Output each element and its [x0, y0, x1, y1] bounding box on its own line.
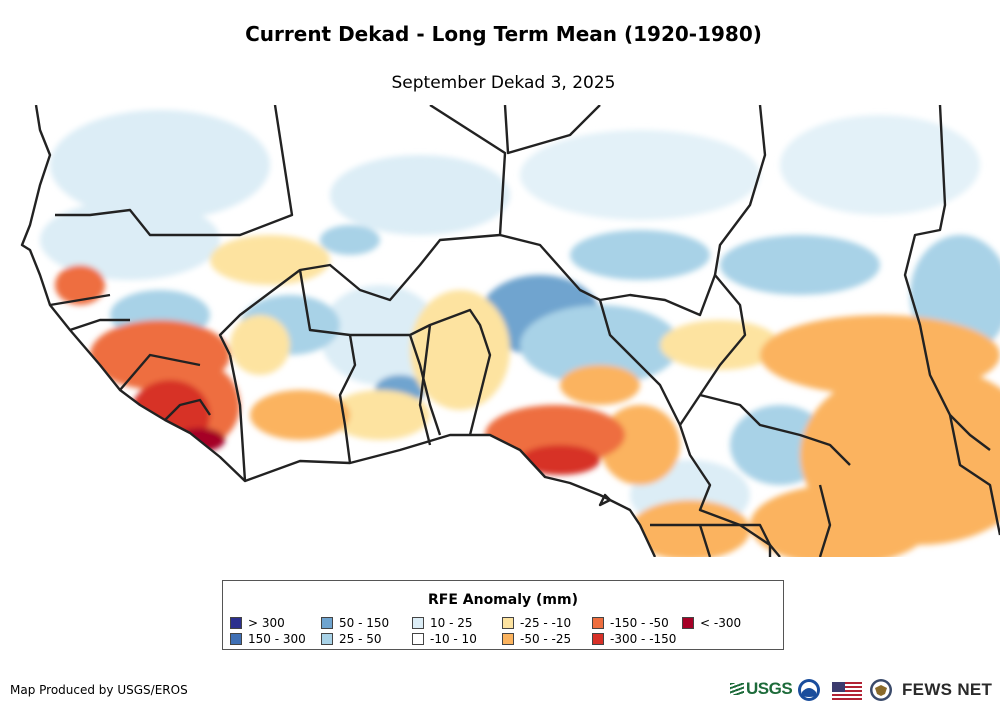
legend-item: -50 - -25 [502, 632, 571, 646]
logo-strip: USGS FEWS NET [728, 675, 1000, 705]
state-department-seal-icon [870, 679, 892, 701]
legend-item: 25 - 50 [321, 632, 382, 646]
legend-swatch [592, 633, 604, 645]
legend-item: -25 - -10 [502, 616, 571, 630]
legend-swatch [412, 633, 424, 645]
legend-swatch [230, 617, 242, 629]
legend-swatch [321, 617, 333, 629]
usgs-logo: USGS [730, 679, 793, 699]
usgs-wave-icon [730, 683, 744, 695]
legend-item: < -300 [682, 616, 741, 630]
legend-swatch [502, 633, 514, 645]
legend-grid: > 300 150 - 300 50 - 150 25 - 50 10 - 25… [230, 616, 780, 648]
legend-swatch [682, 617, 694, 629]
map-title: Current Dekad - Long Term Mean (1920-198… [245, 22, 762, 46]
legend-swatch [321, 633, 333, 645]
legend-item: -150 - -50 [592, 616, 669, 630]
legend-item: 50 - 150 [321, 616, 389, 630]
us-flag-icon [832, 682, 862, 700]
country-borders [20, 105, 1000, 557]
legend-swatch [592, 617, 604, 629]
legend-item: 10 - 25 [412, 616, 473, 630]
rainfall-anomaly-map [0, 105, 1000, 557]
legend-swatch [230, 633, 242, 645]
legend-item: -300 - -150 [592, 632, 676, 646]
anomaly-field [22, 105, 1000, 557]
fews-net-logo: FEWS NET [902, 680, 993, 699]
legend-swatch [502, 617, 514, 629]
noaa-logo-icon [798, 679, 820, 701]
legend-title: RFE Anomaly (mm) [427, 592, 578, 608]
legend-item: > 300 [230, 616, 285, 630]
credit-text: Map Produced by USGS/EROS [10, 683, 188, 697]
legend-swatch [412, 617, 424, 629]
legend-item: 150 - 300 [230, 632, 306, 646]
map-subtitle: September Dekad 3, 2025 [391, 73, 616, 93]
legend-item: -10 - 10 [412, 632, 477, 646]
legend-box: RFE Anomaly (mm) > 300 150 - 300 50 - 15… [222, 580, 784, 650]
